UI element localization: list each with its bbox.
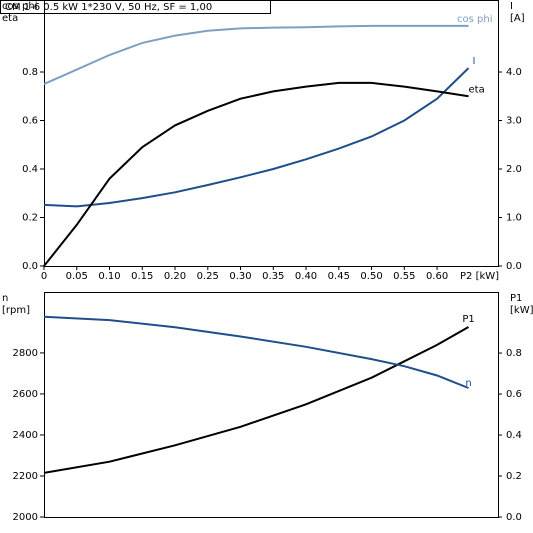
x-tick-label: 0.15	[131, 271, 153, 282]
series-line	[43, 81, 469, 267]
x-tick-label: 0	[41, 271, 47, 282]
y-tick-label: 0.8	[22, 67, 38, 78]
y-tick-label: 0.2	[22, 213, 38, 224]
y2-tick-label: 2.0	[506, 164, 522, 175]
series-line	[43, 24, 469, 86]
x-tick-label: 0.40	[295, 271, 317, 282]
y-tick-label: 2600	[13, 389, 38, 400]
x-tick-label: 0.50	[360, 271, 382, 282]
y2-tick-label: 0.2	[506, 471, 522, 482]
y-tick-label: 2800	[13, 348, 38, 359]
x-tick-label: 0.35	[262, 271, 284, 282]
x-tick-label: 0.30	[229, 271, 251, 282]
x-tick-label: 0.25	[197, 271, 219, 282]
plot-frame	[44, 292, 499, 518]
y2-axis-label: [A]	[510, 13, 525, 24]
x-tick-label: 0.45	[328, 271, 350, 282]
series-line	[43, 326, 469, 474]
y-tick-label: 2200	[13, 471, 38, 482]
y-axis-label: [rpm]	[2, 305, 30, 316]
series-label: P1	[462, 314, 474, 325]
y-axis-label: n	[2, 293, 8, 304]
series-label: cos phi	[457, 14, 492, 25]
y2-tick-label: 0.8	[506, 348, 522, 359]
series-label: n	[465, 378, 471, 389]
y-tick-label: 2000	[13, 512, 38, 523]
y2-tick-label: 0.4	[506, 430, 522, 441]
chart-title: CM 1-6 0.5 kW 1*230 V, 50 Hz, SF = 1,00	[5, 2, 212, 13]
x-tick-label: 0.60	[426, 271, 448, 282]
x-tick-label: 0.05	[66, 271, 88, 282]
x-tick-label: 0.55	[393, 271, 415, 282]
y-tick-label: 0.0	[22, 261, 38, 272]
series-line	[43, 315, 469, 389]
series-line	[43, 67, 470, 208]
y-axis-label: eta	[2, 13, 18, 24]
y-tick-label: 0.4	[22, 164, 38, 175]
y2-tick-label: 0.0	[506, 512, 522, 523]
x-axis-label: P2 [kW]	[460, 271, 499, 282]
plot-frame	[44, 0, 499, 267]
y2-axis-label: P1	[510, 293, 522, 304]
y2-tick-label: 0.0	[506, 261, 522, 272]
y2-axis-label: I	[510, 1, 513, 12]
y2-tick-label: 1.0	[506, 213, 522, 224]
y-tick-label: 0.6	[22, 116, 38, 127]
y2-tick-label: 3.0	[506, 116, 522, 127]
y-axis-label: cos phi	[2, 1, 37, 12]
y2-tick-label: 0.6	[506, 389, 522, 400]
y2-tick-label: 4.0	[506, 67, 522, 78]
x-tick-label: 0.20	[164, 271, 186, 282]
series-label: I	[473, 56, 476, 67]
y2-axis-label: [kW]	[510, 305, 533, 316]
y-tick-label: 2400	[13, 430, 38, 441]
series-label: eta	[469, 84, 485, 95]
x-tick-label: 0.10	[98, 271, 120, 282]
